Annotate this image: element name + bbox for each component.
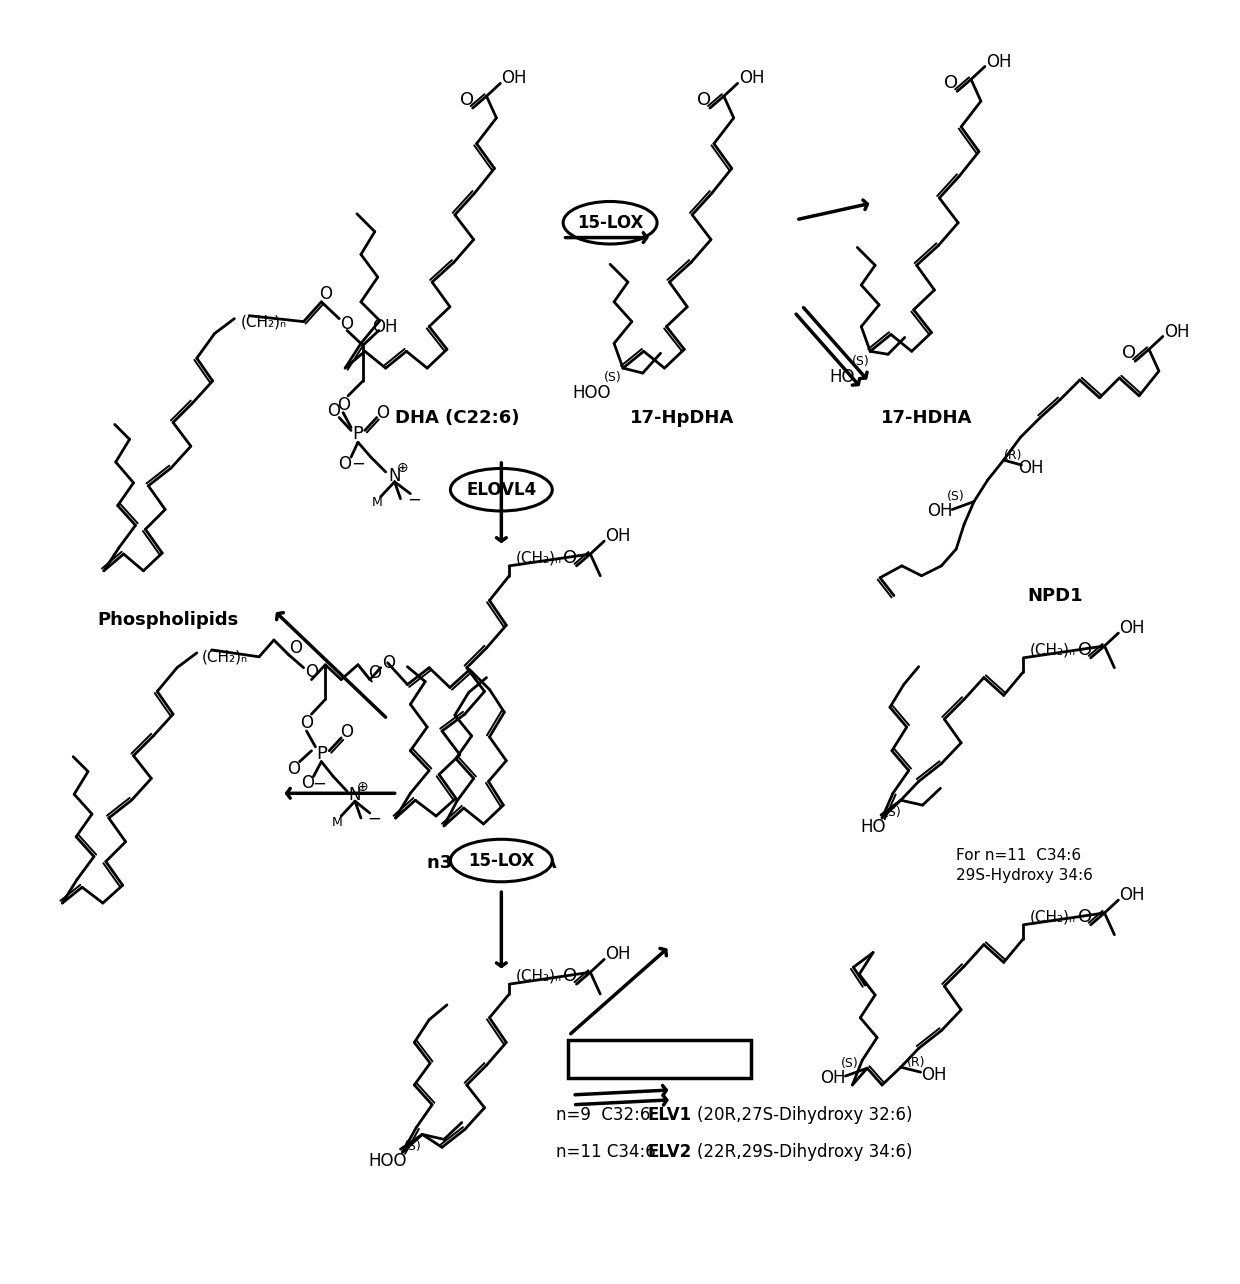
Text: M: M bbox=[372, 496, 382, 508]
Text: ELV1: ELV1 bbox=[647, 1106, 692, 1124]
Text: HO: HO bbox=[830, 369, 856, 386]
Text: OH: OH bbox=[1164, 322, 1189, 340]
Text: OH: OH bbox=[605, 945, 631, 963]
Text: O: O bbox=[368, 664, 381, 682]
Ellipse shape bbox=[450, 469, 552, 511]
Text: OH: OH bbox=[372, 317, 397, 335]
Text: P: P bbox=[316, 745, 327, 763]
Text: (S): (S) bbox=[841, 1057, 858, 1070]
Text: O: O bbox=[305, 663, 317, 681]
Text: OH: OH bbox=[605, 528, 631, 546]
Text: ELV2: ELV2 bbox=[647, 1143, 692, 1161]
Text: 29S-Hydroxy 34:6: 29S-Hydroxy 34:6 bbox=[956, 868, 1094, 883]
Text: (S): (S) bbox=[403, 1140, 422, 1153]
Text: NPD1: NPD1 bbox=[1027, 587, 1083, 605]
Text: Phospholipids: Phospholipids bbox=[98, 611, 239, 629]
Text: N: N bbox=[348, 786, 361, 804]
Text: O: O bbox=[460, 91, 474, 109]
Text: −: − bbox=[351, 455, 365, 473]
Text: O: O bbox=[1122, 344, 1136, 362]
Text: HO: HO bbox=[861, 818, 885, 836]
Text: O: O bbox=[944, 74, 959, 92]
Text: (R): (R) bbox=[1004, 448, 1023, 462]
Text: O: O bbox=[319, 285, 332, 303]
Text: (S): (S) bbox=[852, 354, 869, 367]
Text: 17-HpDHA: 17-HpDHA bbox=[630, 408, 734, 426]
Text: −: − bbox=[312, 774, 326, 792]
Text: O: O bbox=[336, 395, 350, 413]
Text: O: O bbox=[341, 315, 353, 333]
Text: O: O bbox=[289, 639, 303, 657]
Text: O: O bbox=[301, 774, 314, 792]
Text: OH: OH bbox=[920, 1066, 946, 1084]
Ellipse shape bbox=[450, 840, 552, 882]
Text: (CH₂)ₙ: (CH₂)ₙ bbox=[516, 968, 562, 984]
Text: OH: OH bbox=[926, 502, 952, 520]
Text: DHA (C22:6): DHA (C22:6) bbox=[394, 408, 520, 426]
Text: ⊕: ⊕ bbox=[397, 461, 408, 475]
Text: ⊕: ⊕ bbox=[357, 781, 368, 795]
Text: ELOVL4: ELOVL4 bbox=[466, 480, 537, 498]
Text: (CH₂)ₙ: (CH₂)ₙ bbox=[516, 551, 562, 565]
Text: OH: OH bbox=[739, 69, 764, 87]
Text: P: P bbox=[352, 425, 363, 443]
Ellipse shape bbox=[563, 202, 657, 244]
Text: OH: OH bbox=[1120, 619, 1145, 637]
Text: (S): (S) bbox=[947, 490, 965, 503]
Text: (CH₂)ₙ: (CH₂)ₙ bbox=[201, 650, 248, 664]
Text: O: O bbox=[327, 402, 340, 420]
Text: O: O bbox=[341, 723, 353, 741]
Text: O: O bbox=[288, 760, 300, 778]
Text: n=11 C34:6: n=11 C34:6 bbox=[556, 1143, 656, 1161]
Text: OH: OH bbox=[820, 1070, 846, 1088]
Text: 15-LOX: 15-LOX bbox=[469, 851, 534, 869]
Text: HOO: HOO bbox=[368, 1152, 407, 1170]
Text: O: O bbox=[563, 550, 578, 568]
Text: M: M bbox=[332, 817, 342, 829]
Text: (CH₂)ₙ: (CH₂)ₙ bbox=[1030, 909, 1076, 924]
Text: O: O bbox=[376, 403, 389, 421]
Text: HOO: HOO bbox=[572, 384, 610, 402]
Text: 15-LOX: 15-LOX bbox=[577, 213, 644, 231]
Text: (CH₂)ₙ: (CH₂)ₙ bbox=[1030, 642, 1076, 657]
Text: n=9  C32:6: n=9 C32:6 bbox=[556, 1106, 650, 1124]
Text: (S): (S) bbox=[604, 371, 622, 384]
Text: O: O bbox=[300, 714, 312, 732]
Text: −: − bbox=[367, 810, 381, 828]
Text: −: − bbox=[408, 490, 422, 508]
Text: (20R,27S-Dihydroxy 32:6): (20R,27S-Dihydroxy 32:6) bbox=[697, 1106, 913, 1124]
Text: OH: OH bbox=[501, 69, 527, 87]
Text: N: N bbox=[388, 467, 401, 485]
Text: (R): (R) bbox=[906, 1055, 925, 1068]
Text: For n=11  C34:6: For n=11 C34:6 bbox=[956, 847, 1081, 863]
Text: O: O bbox=[1078, 641, 1091, 659]
Text: (22R,29S-Dihydroxy 34:6): (22R,29S-Dihydroxy 34:6) bbox=[697, 1143, 913, 1161]
Text: O: O bbox=[339, 455, 352, 473]
Text: Elovanoids (ELV): Elovanoids (ELV) bbox=[583, 1052, 737, 1070]
Text: OH: OH bbox=[1018, 458, 1044, 476]
Text: O: O bbox=[563, 967, 578, 985]
Text: O: O bbox=[382, 654, 396, 672]
Text: 17-HDHA: 17-HDHA bbox=[880, 408, 972, 426]
FancyBboxPatch shape bbox=[568, 1040, 750, 1079]
Text: O: O bbox=[697, 91, 711, 109]
Text: (CH₂)ₙ: (CH₂)ₙ bbox=[241, 315, 288, 329]
Text: n3 VLC-PUFA: n3 VLC-PUFA bbox=[427, 854, 557, 872]
Text: O: O bbox=[1078, 908, 1091, 926]
Text: OH: OH bbox=[1120, 886, 1145, 904]
Text: OH: OH bbox=[986, 53, 1012, 71]
Text: (S): (S) bbox=[884, 805, 901, 819]
